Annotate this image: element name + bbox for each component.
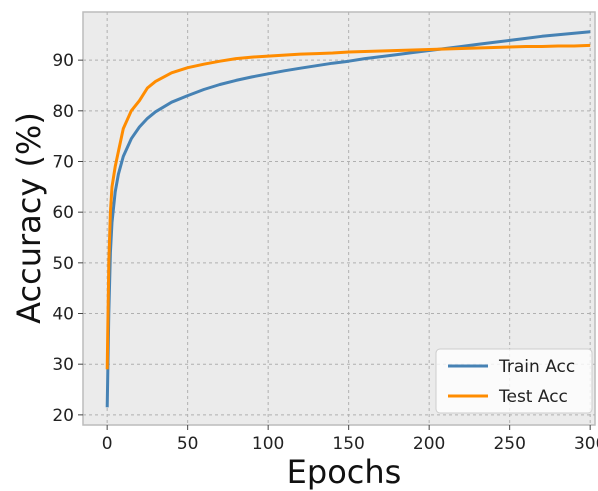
x-tick-label: 50	[177, 434, 199, 454]
x-tick-label: 100	[252, 434, 284, 454]
series-line-train-acc	[105, 30, 591, 408]
x-tick-label: 250	[493, 434, 525, 454]
y-tick-label: 70	[52, 152, 74, 172]
x-tick-label: 150	[332, 434, 364, 454]
x-tick-label: 200	[413, 434, 445, 454]
legend: Train Acc Test Acc	[435, 348, 593, 414]
y-tick-label: 20	[52, 406, 74, 426]
x-tick-label: 0	[102, 434, 113, 454]
axis-ticks: 0 50 100 150 200 250 300 20 30 40 50 60 70 80 90	[52, 51, 598, 454]
y-tick-label: 90	[52, 51, 74, 71]
legend-label-test: Test Acc	[498, 387, 568, 407]
y-axis-label: Accuracy (%)	[10, 112, 48, 324]
x-axis-label: Epochs	[287, 453, 402, 491]
series-line-test-acc	[105, 43, 591, 370]
series-lines	[105, 30, 591, 408]
y-tick-label: 50	[52, 254, 74, 274]
y-tick-label: 40	[52, 305, 74, 325]
y-tick-label: 60	[52, 203, 74, 223]
y-tick-label: 80	[52, 102, 74, 122]
legend-label-train: Train Acc	[498, 357, 575, 377]
x-tick-label: 300	[574, 434, 598, 454]
y-tick-label: 30	[52, 355, 74, 375]
